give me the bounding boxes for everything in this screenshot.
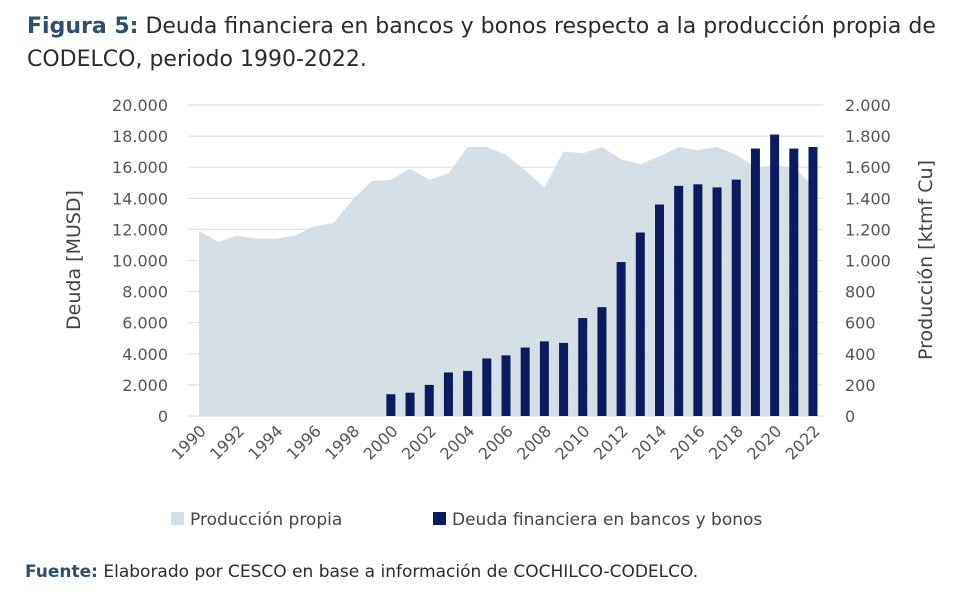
x-tick-label: 2010 — [551, 421, 593, 463]
x-tick-label: 1992 — [206, 421, 248, 463]
debt-bar-2013 — [635, 232, 645, 416]
legend-label-debt: Deuda financiera en bancos y bonos — [452, 510, 762, 530]
y-right-tick-label: 1.400 — [845, 189, 891, 208]
y-left-tick-label: 0 — [158, 407, 168, 426]
debt-bar-2005 — [482, 358, 492, 416]
debt-bar-2006 — [501, 355, 511, 416]
y-right-tick-label: 2.000 — [845, 96, 891, 115]
y-right-axis-title: Producción [ktmf Cu] — [915, 160, 937, 360]
source-label: Fuente: — [25, 562, 98, 582]
x-tick-label: 2006 — [475, 421, 517, 463]
legend-swatch-production — [171, 512, 184, 525]
debt-bar-2017 — [712, 187, 722, 416]
debt-bar-2008 — [539, 341, 549, 416]
debt-bar-2021 — [789, 148, 799, 417]
debt-bar-2014 — [655, 204, 664, 416]
legend-label-production: Producción propia — [190, 510, 342, 530]
debt-bar-2018 — [731, 179, 741, 416]
debt-bar-2011 — [597, 307, 607, 416]
debt-bar-2022 — [808, 146, 818, 417]
y-right-tick-label: 600 — [845, 314, 876, 333]
x-tick-label: 2020 — [743, 421, 785, 463]
x-tick-label: 2004 — [436, 421, 478, 463]
x-tick-label: 2018 — [705, 421, 747, 463]
debt-bar-2012 — [616, 262, 626, 416]
x-tick-label: 1998 — [321, 421, 363, 463]
debt-bar-2009 — [559, 342, 569, 416]
y-left-tick-label: 2.000 — [122, 376, 168, 395]
debt-bar-2002 — [424, 384, 434, 416]
y-left-tick-label: 10.000 — [112, 252, 168, 271]
y-left-tick-label: 6.000 — [122, 314, 168, 333]
debt-bar-2016 — [693, 184, 703, 416]
y-left-tick-label: 20.000 — [112, 96, 168, 115]
x-tick-label: 2016 — [666, 421, 708, 463]
debt-bar-2020 — [770, 134, 780, 417]
y-left-tick-label: 14.000 — [112, 189, 168, 208]
debt-bar-2019 — [750, 148, 760, 417]
x-tick-label: 1996 — [283, 421, 325, 463]
y-right-tick-label: 1.800 — [845, 127, 891, 146]
x-tick-label: 2008 — [513, 421, 555, 463]
debt-bar-2003 — [443, 372, 453, 416]
debt-bar-2004 — [463, 370, 473, 416]
x-tick-label: 2012 — [590, 421, 632, 463]
y-right-tick-label: 1.200 — [845, 220, 891, 239]
source-note: Fuente: Elaborado por CESCO en base a in… — [25, 562, 698, 582]
x-tick-label: 2014 — [628, 421, 670, 463]
x-tick-label: 2002 — [398, 421, 440, 463]
debt-bar-2010 — [578, 318, 588, 416]
title-text: Deuda financiera en bancos y bonos respe… — [27, 14, 936, 72]
y-left-tick-label: 8.000 — [122, 283, 168, 302]
y-right-tick-label: 800 — [845, 283, 876, 302]
legend-swatch-debt — [433, 512, 446, 525]
debt-bar-2015 — [674, 185, 684, 416]
x-tick-label: 2022 — [782, 421, 824, 463]
debt-bar-2000 — [386, 394, 396, 416]
y-left-tick-label: 16.000 — [112, 158, 168, 177]
y-right-tick-label: 1.600 — [845, 158, 891, 177]
figure-title: Figura 5: Deuda financiera en bancos y b… — [27, 10, 977, 76]
y-right-tick-label: 200 — [845, 376, 876, 395]
x-tick-label: 1990 — [168, 421, 210, 463]
figure-number: Figura 5: — [27, 14, 139, 39]
x-tick-label: 1994 — [244, 421, 286, 463]
debt-bar-2007 — [520, 347, 530, 416]
y-right-tick-label: 400 — [845, 345, 876, 364]
x-tick-label: 2000 — [359, 421, 401, 463]
source-text: Elaborado por CESCO en base a informació… — [97, 562, 699, 582]
y-left-tick-label: 4.000 — [122, 345, 168, 364]
y-left-axis-title: Deuda [MUSD] — [63, 190, 85, 330]
y-right-tick-label: 1.000 — [845, 252, 891, 271]
y-left-tick-label: 12.000 — [112, 220, 168, 239]
y-right-tick-label: 0 — [845, 407, 855, 426]
y-left-tick-label: 18.000 — [112, 127, 168, 146]
debt-bar-2001 — [405, 392, 415, 416]
